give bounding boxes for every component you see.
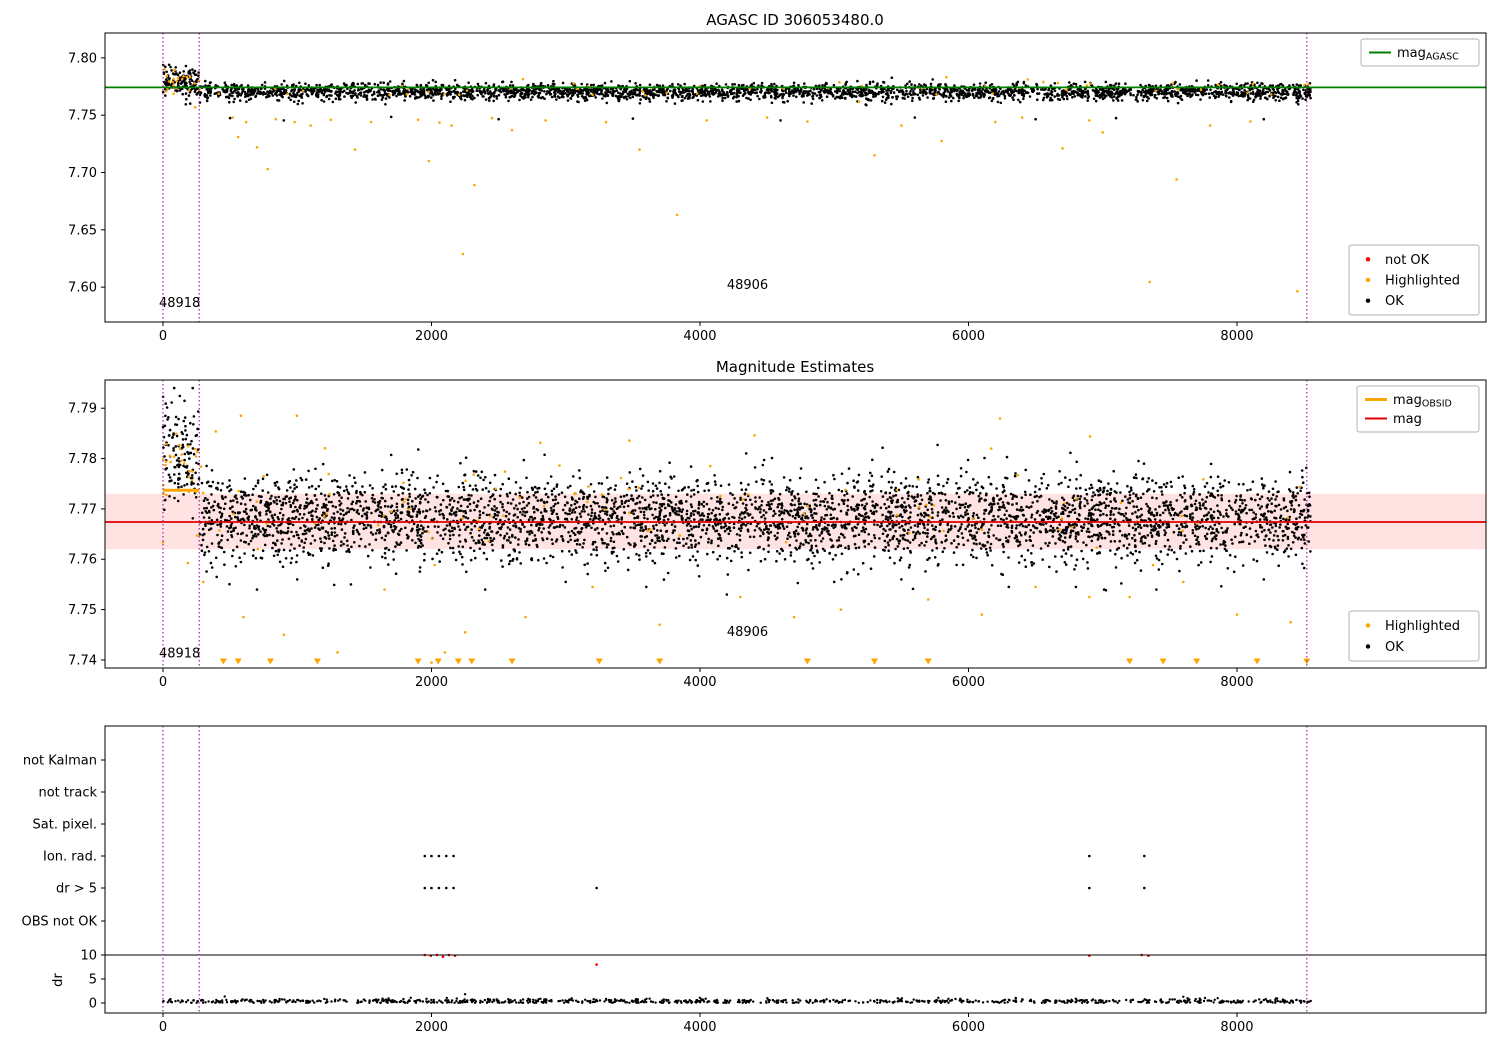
legend-box (1348, 610, 1480, 662)
series-highlighted-clipped-markers (219, 658, 1311, 665)
legend-label: Highlighted (1385, 274, 1460, 289)
legend-box (1348, 244, 1480, 316)
series-highlighted-early (163, 67, 201, 95)
annotation-obsid: 48918 (159, 646, 200, 661)
x-tick-label: 6000 (952, 675, 985, 690)
x-tick-label: 8000 (1220, 675, 1253, 690)
axes-frame (104, 379, 1487, 669)
legend-symbol-dot (1365, 298, 1371, 303)
chart2-title: Magnitude Estimates (715, 358, 875, 376)
x-tick-label: 2000 (415, 329, 448, 344)
x-tick-label: 8000 (1220, 1020, 1253, 1035)
x-tick-label: 2000 (415, 675, 448, 690)
series-highlighted-band (161, 414, 1301, 567)
series-dr-not-ok (423, 953, 1150, 966)
y-tick-label: OBS not OK (22, 915, 98, 930)
series-ok-low (215, 575, 1266, 596)
legend-label: magAGASC (1397, 46, 1459, 63)
legend-box (1360, 38, 1480, 67)
chart-2: 0 2000 4000 6000 8000 not Kalman not track Sat.… (22, 725, 1487, 1035)
series-flag-ion-rad (423, 854, 1146, 858)
series-dr-ok-outliers (223, 993, 1279, 1001)
x-tick-label: 4000 (683, 1020, 716, 1035)
legend-symbol-dot (1365, 644, 1371, 649)
y-tick-label: 7.75 (68, 603, 97, 618)
chart-1: 48918 48906 0 2000 4000 6000 8000 7.74 7.75 7.76 7… (68, 379, 1487, 690)
y-axis-label: dr (51, 973, 66, 987)
x-tick-label: 4000 (683, 675, 716, 690)
legend: magOBSID mag (1356, 385, 1480, 433)
x-tick-label: 4000 (683, 329, 716, 344)
axes-frame (104, 725, 1487, 1014)
axes-frame (104, 32, 1487, 323)
y-tick-label: 7.70 (68, 166, 97, 181)
y-tick-label: 7.60 (68, 281, 97, 296)
legend-label: not OK (1385, 253, 1430, 268)
legend: not OK Highlighted OK (1348, 244, 1480, 316)
y-tick-label: not track (38, 786, 97, 801)
y-tick-label: 0 (89, 997, 97, 1012)
series-ok-main (198, 443, 1312, 592)
y-tick-label: 7.79 (68, 402, 97, 417)
legend: magAGASC (1360, 38, 1480, 67)
y-tick-label: Ion. rad. (43, 850, 97, 865)
y-tick-label: 7.75 (68, 109, 97, 124)
y-tick-label: not Kalman (23, 754, 97, 769)
y-tick-label: 7.78 (68, 452, 97, 467)
y-tick-label: 7.77 (68, 502, 97, 517)
legend: Highlighted OK (1348, 610, 1480, 662)
x-tick-label: 6000 (952, 329, 985, 344)
legend-symbol-dot (1365, 257, 1371, 262)
annotation-obsid: 48906 (727, 625, 768, 640)
legend-label: magOBSID (1393, 393, 1452, 410)
y-tick-label: 7.80 (68, 51, 97, 66)
y-tick-label: Sat. pixel. (33, 818, 97, 833)
annotation-obsid: 48918 (159, 296, 200, 311)
legend-label: mag (1393, 412, 1422, 427)
series-highlighted-outliers (202, 580, 1292, 664)
y-tick-label: 10 (80, 948, 97, 963)
y-tick-label: 7.76 (68, 553, 97, 568)
legend-label: OK (1385, 640, 1404, 655)
legend-symbol-dot (1365, 277, 1371, 283)
y-tick-label: 7.74 (68, 653, 97, 668)
legend-label: Highlighted (1385, 619, 1460, 634)
series-flag-dr-gt-5 (423, 886, 1146, 890)
y-tick-label: 5 (89, 972, 97, 987)
legend-symbol-dot (1365, 623, 1371, 628)
series-ok-main (198, 76, 1312, 107)
x-tick-label: 0 (159, 1020, 167, 1035)
x-tick-label: 0 (159, 675, 167, 690)
chart-0: 48918 48906 0 2000 4000 6000 8000 7.60 7.65 7.70 7… (68, 32, 1487, 344)
series-dr-ok (161, 996, 1312, 1004)
chart1-title: AGASC ID 306053480.0 (706, 11, 884, 29)
series-highlighted-outliers (193, 105, 1299, 293)
x-tick-label: 6000 (952, 1020, 985, 1035)
annotation-obsid: 48906 (727, 278, 768, 293)
y-tick-label: dr > 5 (56, 882, 97, 897)
series-ok-low (228, 115, 1266, 122)
x-tick-label: 8000 (1220, 329, 1253, 344)
x-tick-label: 0 (159, 329, 167, 344)
legend-box (1356, 385, 1480, 433)
y-tick-label: 7.65 (68, 223, 97, 238)
x-tick-label: 2000 (415, 1020, 448, 1035)
legend-label: OK (1385, 294, 1404, 309)
